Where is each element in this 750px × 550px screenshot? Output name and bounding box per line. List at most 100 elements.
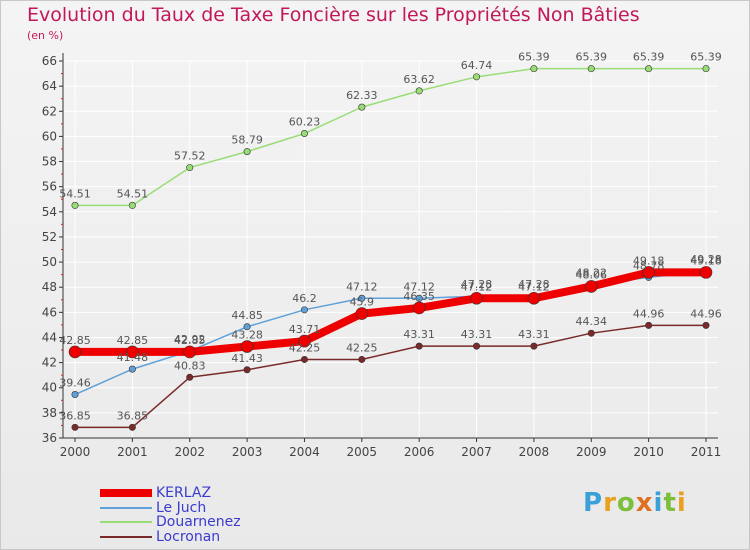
y-tick-label: 58 [42,155,57,169]
data-label-kerlaz: 42.85 [59,334,91,347]
data-label-locronan: 36.85 [59,409,91,422]
legend-label-douarnenez: Douarnenez [156,514,241,531]
data-point-douarnenez [530,65,538,73]
data-label-kerlaz: 42.85 [117,334,149,347]
data-label-kerlaz: 47.12 [461,280,493,293]
data-label-le-juch: 47.12 [346,280,378,293]
data-label-douarnenez: 54.51 [117,187,149,200]
data-label-kerlaz: 49.18 [633,254,665,267]
data-label-douarnenez: 57.52 [174,150,206,163]
legend-swatch-douarnenez [100,521,152,524]
legend-label-locronan: Locronan [156,528,221,545]
data-label-le-juch: 41.48 [117,351,149,364]
data-point-douarnenez [128,201,136,209]
legend-item-douarnenez: Douarnenez [100,515,241,530]
x-tick-label: 2000 [60,445,91,459]
data-point-locronan [530,342,538,350]
data-label-douarnenez: 54.51 [59,187,91,200]
data-point-kerlaz [240,340,254,353]
data-label-locronan: 42.25 [289,341,321,354]
data-point-kerlaz [183,345,197,359]
y-tick-label: 64 [42,79,57,93]
y-tick-label: 50 [42,255,57,269]
data-point-douarnenez [702,65,710,73]
data-point-kerlaz [126,345,139,359]
data-point-kerlaz [355,307,369,320]
data-label-locronan: 41.43 [231,352,263,365]
data-point-douarnenez [645,65,653,73]
data-point-locronan [186,373,194,381]
data-point-douarnenez [473,73,481,81]
legend-swatch-kerlaz [100,489,152,498]
data-label-le-juch: 39.46 [59,377,91,390]
y-tick-label: 38 [42,406,57,420]
y-tick-label: 60 [42,129,57,143]
x-tick-label: 2001 [117,445,148,459]
data-label-locronan: 44.34 [576,315,608,328]
data-point-le-juch [300,306,308,314]
x-tick-label: 2002 [174,445,205,459]
y-tick-label: 54 [42,205,57,219]
data-point-le-juch [128,365,136,373]
legend-item-locronan: Locronan [100,530,241,545]
data-point-douarnenez [415,87,423,95]
data-label-kerlaz: 42.85 [174,334,206,347]
data-point-locronan [702,321,710,329]
data-point-douarnenez [587,65,595,73]
y-tick-label: 42 [42,356,57,370]
data-point-le-juch [358,294,366,302]
chart-title: Evolution du Taux de Taxe Foncière sur l… [27,4,640,26]
data-label-douarnenez: 65.39 [576,51,608,64]
data-point-locronan [473,342,481,350]
data-label-locronan: 40.83 [174,359,206,372]
x-tick-label: 2011 [691,445,722,459]
data-label-kerlaz: 48.06 [576,268,608,281]
data-label-kerlaz: 43.71 [289,323,321,336]
data-label-le-juch: 47.12 [403,280,435,293]
series-line-locronan [74,324,707,429]
data-label-locronan: 44.96 [690,307,722,320]
chart-legend: KERLAZ Le Juch Douarnenez Locronan [100,486,241,544]
data-label-le-juch: 46.2 [292,292,317,305]
data-point-kerlaz [527,291,541,305]
series-line-kerlaz [71,268,710,356]
data-point-locronan [300,355,308,363]
data-label-douarnenez: 58.79 [231,134,263,147]
data-label-kerlaz: 43.28 [231,329,263,342]
legend-label-kerlaz: KERLAZ [156,485,212,502]
data-point-locronan [415,342,423,350]
data-point-locronan [358,355,366,363]
data-label-locronan: 36.85 [117,409,149,422]
data-point-kerlaz [68,345,82,359]
data-point-kerlaz [412,301,426,315]
x-tick-label: 2003 [232,445,263,459]
data-point-kerlaz [642,266,655,279]
data-label-douarnenez: 65.39 [633,51,665,64]
y-tick-label: 56 [42,180,57,194]
series-line-douarnenez [74,67,707,207]
data-label-le-juch: 47.28 [461,278,493,291]
data-label-le-juch: 47.28 [518,278,550,291]
y-tick-label: 40 [42,381,57,395]
data-point-le-juch [415,294,423,302]
data-label-kerlaz: 45.9 [350,296,375,309]
y-tick-label: 44 [42,330,57,344]
x-tick-label: 2006 [404,445,435,459]
legend-item-kerlaz: KERLAZ [100,486,241,501]
data-label-le-juch: 42.92 [174,333,206,346]
data-label-locronan: 43.31 [403,328,435,341]
data-label-kerlaz: 46.35 [403,290,435,303]
data-label-douarnenez: 65.39 [690,51,722,64]
x-tick-label: 2004 [289,445,320,459]
data-point-locronan [128,423,136,431]
y-tick-label: 66 [42,54,57,68]
data-point-kerlaz [298,334,311,348]
y-tick-label: 62 [42,104,57,118]
data-label-douarnenez: 63.62 [403,73,435,86]
x-tick-label: 2005 [347,445,378,459]
data-point-locronan [587,329,595,337]
data-label-le-juch: 44.85 [231,309,263,322]
data-label-locronan: 42.25 [346,341,378,354]
data-point-douarnenez [186,164,194,172]
data-point-kerlaz [584,280,598,293]
